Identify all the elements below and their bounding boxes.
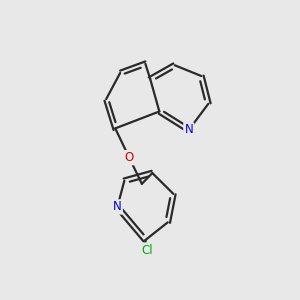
Text: N: N (184, 123, 193, 136)
Text: N: N (113, 200, 122, 213)
Text: O: O (124, 151, 134, 164)
Text: Cl: Cl (141, 244, 153, 256)
